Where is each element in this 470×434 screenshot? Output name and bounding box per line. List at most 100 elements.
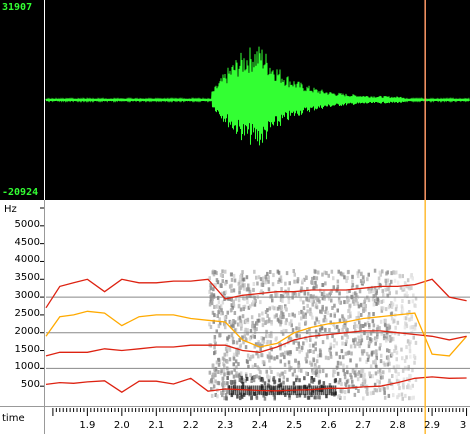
spectrogram-cell <box>229 320 233 325</box>
spectrogram-cell <box>288 321 291 326</box>
spectrogram-cell <box>380 306 383 311</box>
spectrogram-cell <box>386 287 389 292</box>
spectrogram-cell <box>279 320 283 324</box>
spectrogram-cell <box>223 357 226 362</box>
spectrogram-cell <box>221 274 224 278</box>
waveform-amplitude-gutter: 31907 -20924 <box>0 0 44 200</box>
spectrogram-cell <box>277 390 280 395</box>
spectrogram-cell <box>364 307 367 312</box>
spectrogram-cell <box>362 380 365 385</box>
spectrogram-cell <box>393 349 396 353</box>
spectrogram-cell <box>226 336 229 341</box>
spectrogram-cell <box>414 296 418 301</box>
spectrogram-cell <box>411 276 414 281</box>
spectrogram-cell <box>386 385 389 390</box>
spectrogram-cell <box>333 313 336 318</box>
spectrogram-cell <box>373 388 377 393</box>
spectrogram-cell <box>383 387 386 392</box>
spectrogram-cell <box>388 378 391 383</box>
spectrogram-cell <box>355 324 358 329</box>
spectrogram-voicing-bar <box>236 385 239 396</box>
spectrogram-cell <box>230 308 233 312</box>
spectrogram-cell <box>333 370 337 374</box>
spectrogram-cell <box>231 305 234 310</box>
spectrogram-cell <box>250 396 253 401</box>
spectrogram-cell <box>334 378 337 383</box>
spectrogram-cell <box>265 319 269 324</box>
spectrogram-cell <box>211 297 214 301</box>
spectrogram-cell <box>311 388 314 393</box>
spectrogram-cell <box>368 372 371 377</box>
spectrogram-cell <box>303 291 307 296</box>
spectrogram-cell <box>280 287 283 291</box>
time-tick-label: 1.9 <box>79 420 96 431</box>
spectrogram-cell <box>315 284 318 289</box>
spectrogram-cell <box>335 341 338 346</box>
spectrogram-cell <box>240 394 244 399</box>
spectrogram-cell <box>329 351 332 356</box>
spectrogram-cell <box>324 309 327 314</box>
waveform-plot[interactable] <box>0 0 470 200</box>
spectrogram-cell <box>412 335 415 340</box>
spectrogram-cell <box>315 395 318 400</box>
spectrogram-cell <box>279 352 283 357</box>
spectrogram-cell <box>243 296 246 301</box>
spectrogram-plot[interactable] <box>0 200 470 406</box>
spectrogram-cell <box>279 359 282 364</box>
spectrogram-cell <box>406 278 410 283</box>
spectrogram-cell <box>304 356 308 361</box>
spectrogram-cell <box>221 269 224 274</box>
spectrogram-cell <box>343 300 346 305</box>
spectrogram-cell <box>292 269 295 273</box>
spectrogram-cell <box>341 316 345 321</box>
spectrogram-cell <box>370 286 373 291</box>
spectrogram-cell <box>395 270 398 275</box>
spectrogram-cell <box>386 355 390 360</box>
spectrogram-cell <box>306 287 309 291</box>
spectrogram-cell <box>321 340 325 345</box>
spectrogram-cell <box>217 310 220 315</box>
spectrogram-cell <box>411 325 414 329</box>
spectrogram-cell <box>316 354 320 359</box>
spectrogram-cell <box>409 374 413 379</box>
spectrogram-panel[interactable]: Hz 500 1000 1500 2000 2500 3000 3500 4000 4500 50… <box>0 200 470 406</box>
spectrogram-cell <box>325 271 328 276</box>
spectrogram-cell <box>355 292 358 297</box>
spectrogram-cell <box>402 377 406 382</box>
frequency-tick-label: 2000 <box>14 325 40 337</box>
spectrogram-cell <box>235 348 238 353</box>
spectrogram-cell <box>337 269 340 274</box>
spectrogram-cell <box>241 382 245 386</box>
spectrogram-cell <box>396 320 400 325</box>
spectrogram-cell <box>379 359 383 364</box>
spectrogram-cell <box>226 359 229 364</box>
time-tick-label: 2.9 <box>424 420 441 431</box>
spectrogram-cell <box>405 355 408 360</box>
spectrogram-cell <box>298 322 301 327</box>
spectrogram-cell <box>397 381 400 386</box>
spectrogram-cell <box>273 396 276 401</box>
spectrogram-cell <box>221 300 225 305</box>
spectrogram-cell <box>395 304 398 309</box>
spectrogram-cell <box>273 356 276 361</box>
spectrogram-cell <box>279 279 283 284</box>
spectrogram-cell <box>259 347 262 352</box>
spectrogram-cell <box>380 308 384 313</box>
spectrogram-cell <box>346 295 349 300</box>
spectrogram-cell <box>402 382 405 387</box>
spectrogram-cell <box>414 340 418 345</box>
spectrogram-cell <box>403 316 406 321</box>
spectrogram-cell <box>309 298 313 303</box>
spectrogram-cell <box>248 337 252 342</box>
spectrogram-cell <box>351 379 354 384</box>
spectrogram-cell <box>232 340 235 345</box>
spectrogram-cell <box>310 312 313 317</box>
spectrogram-cell <box>403 293 407 298</box>
spectrogram-cell <box>353 392 357 397</box>
formant-track-f3 <box>45 330 467 357</box>
waveform-panel[interactable]: 31907 -20924 <box>0 0 470 200</box>
spectrogram-cell <box>243 329 247 334</box>
spectrogram-cell <box>211 363 214 368</box>
spectrogram-cell <box>377 285 380 290</box>
spectrogram-cell <box>362 275 365 280</box>
